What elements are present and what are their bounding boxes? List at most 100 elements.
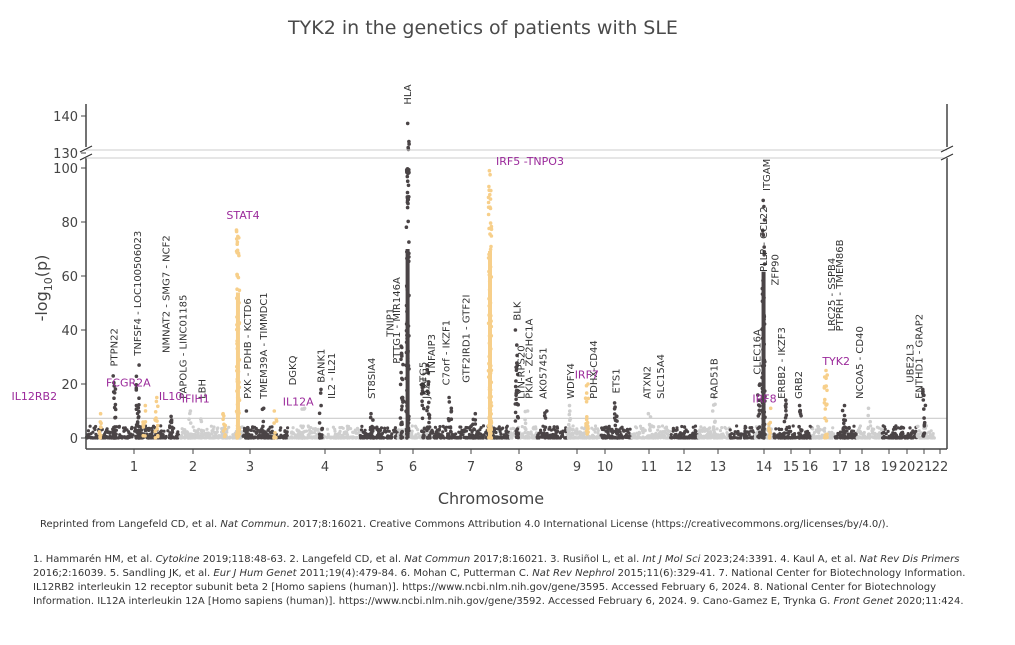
chromosome-points-7 [428, 424, 512, 440]
citation-text: 2017;8:16021. 3. Rusiñol L, et al. [470, 554, 643, 565]
snp-point [199, 419, 204, 424]
snp-point [516, 389, 520, 393]
snp-point [255, 430, 259, 435]
snp-point [222, 414, 226, 418]
snp-point [480, 433, 484, 437]
snp-point [611, 429, 616, 433]
peak-column [235, 292, 240, 438]
snp-point [369, 411, 373, 416]
snp-point [210, 436, 214, 440]
snp-point [284, 432, 289, 436]
gene-label: ATXN2 [643, 366, 654, 399]
snp-point [922, 420, 927, 425]
snp-point [192, 432, 196, 437]
snp-point [134, 388, 139, 392]
journal-name: Cytokine [155, 554, 200, 565]
citation-text: 2023;24:3391. 4. Kaul A, et al. [700, 554, 860, 565]
snp-point [648, 415, 653, 419]
snp-point [857, 426, 862, 430]
snp-point [416, 432, 420, 436]
snp-point [489, 234, 494, 238]
journal-name: Nat Commun [404, 554, 471, 565]
snp-point [137, 363, 141, 367]
snp-point [712, 430, 717, 435]
x-tick-label: 7 [467, 460, 475, 475]
snp-point [261, 419, 266, 424]
snp-point [586, 396, 591, 401]
x-tick-label: 3 [246, 460, 254, 475]
x-tick-label: 19 [881, 460, 898, 475]
snp-point [493, 436, 497, 440]
x-tick-label: 17 [832, 460, 849, 475]
snp-point [895, 436, 899, 440]
journal-name: Eur J Hum Genet [213, 568, 297, 579]
snp-point [583, 396, 588, 401]
snp-point [405, 174, 410, 179]
citation-text: 2019;118:48-63. 2. Langefeld CD, et al. [199, 554, 405, 565]
snp-point [787, 426, 792, 430]
snp-point [179, 436, 183, 440]
peak-chr17 [782, 398, 789, 440]
snp-point [761, 233, 766, 237]
peak-chr7 [446, 395, 454, 440]
snp-point [921, 389, 925, 394]
peak-chr6 [404, 121, 411, 440]
snp-point [807, 431, 811, 435]
snp-point [640, 436, 644, 440]
snp-point [748, 426, 752, 430]
snp-point [503, 436, 507, 440]
snp-point [399, 436, 404, 440]
snp-point [511, 426, 515, 430]
snp-point [794, 436, 799, 440]
y-axis-title-part: -log [32, 291, 51, 321]
snp-point [515, 427, 520, 431]
snp-point [596, 429, 600, 433]
snp-point [325, 427, 330, 431]
gene-label: JAZF1 [422, 370, 433, 400]
snp-point [439, 433, 443, 437]
citation-text: Reprinted from Langefeld CD, et al. [40, 519, 221, 530]
snp-point [455, 435, 459, 439]
gene-label: NCOA5 - CD40 [855, 326, 866, 399]
gene-label: ERBB2 - IKZF3 [777, 327, 788, 399]
snp-point [607, 434, 611, 438]
snp-point [247, 432, 251, 437]
snp-point [139, 428, 143, 432]
snp-point [604, 436, 608, 440]
snp-point [113, 415, 117, 420]
snp-point [489, 244, 493, 249]
snp-point [521, 432, 525, 436]
snp-point [111, 427, 115, 431]
snp-point [210, 429, 214, 433]
snp-point [488, 247, 493, 252]
snp-point [830, 433, 834, 437]
snp-point [774, 427, 778, 431]
snp-point [567, 412, 572, 417]
snp-point [916, 424, 920, 428]
snp-point [661, 433, 666, 437]
snp-point [447, 395, 451, 400]
peak-chr5 [368, 411, 375, 440]
snp-point [112, 396, 116, 401]
snp-point [348, 435, 352, 439]
snp-point [371, 418, 375, 422]
snp-point [169, 418, 174, 422]
chromosome-points-21 [880, 424, 919, 440]
snp-point [112, 405, 117, 410]
snp-point [834, 436, 838, 440]
snp-point [848, 436, 852, 440]
snp-point [462, 428, 466, 432]
snp-point [584, 417, 589, 422]
snp-point [737, 432, 741, 436]
snp-point [487, 188, 492, 192]
snp-point [136, 415, 141, 420]
snp-point [315, 428, 319, 432]
snp-point [871, 430, 875, 434]
snp-point [207, 435, 211, 439]
snp-point [433, 435, 437, 439]
snp-point [540, 435, 544, 439]
snp-point [514, 397, 518, 402]
snp-point [206, 431, 210, 435]
snp-point [333, 436, 337, 440]
snp-point [664, 431, 668, 435]
